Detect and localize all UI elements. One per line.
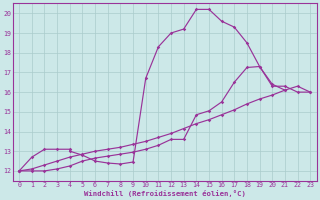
X-axis label: Windchill (Refroidissement éolien,°C): Windchill (Refroidissement éolien,°C): [84, 190, 246, 197]
